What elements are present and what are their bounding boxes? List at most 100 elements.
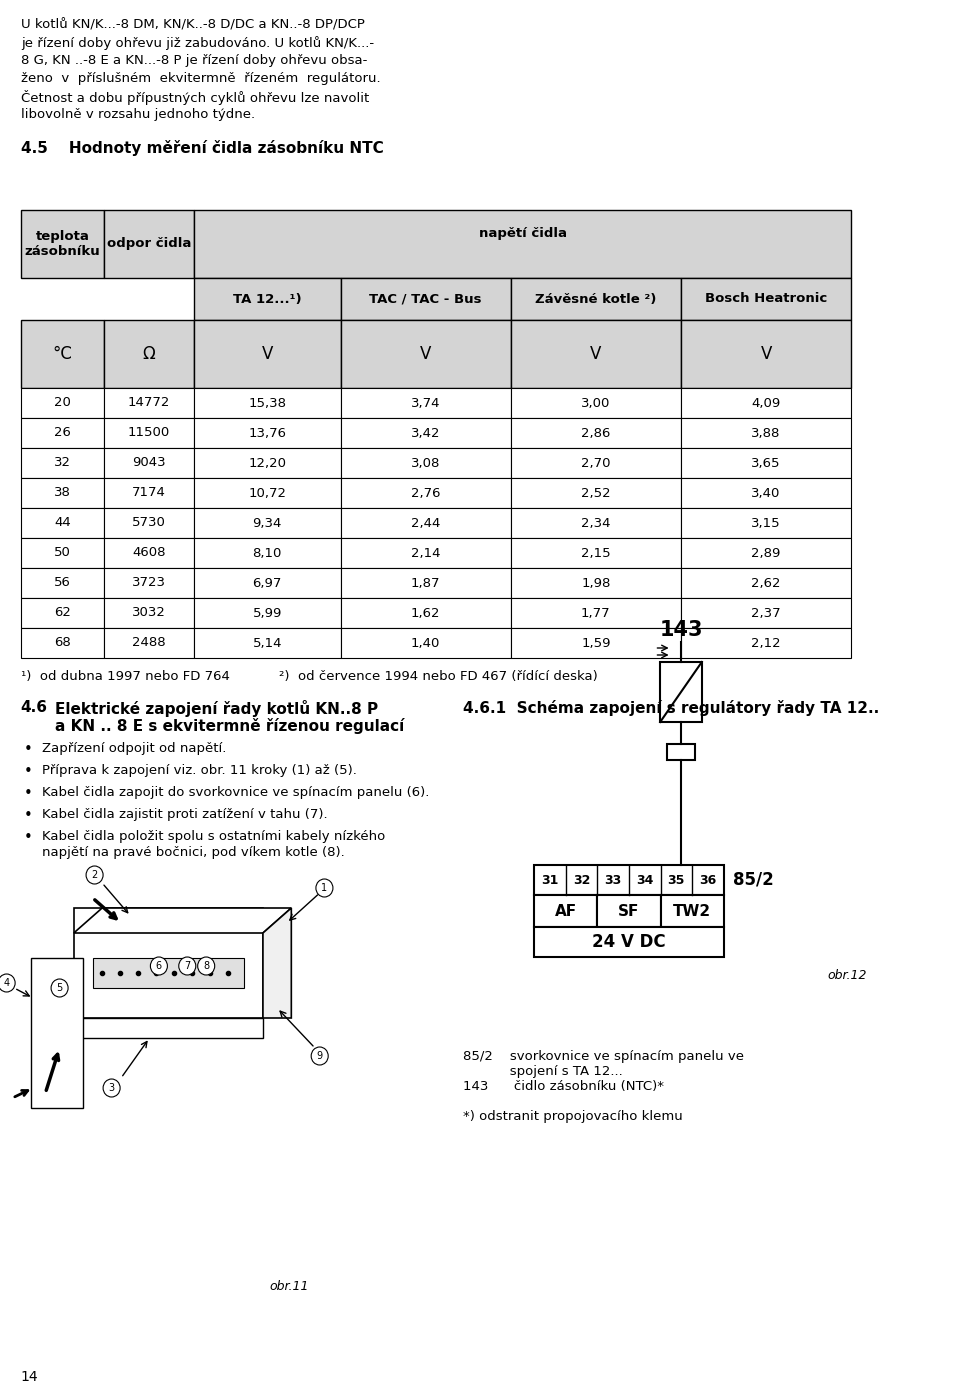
Bar	[93, 958, 244, 988]
Bar	[194, 279, 341, 320]
Text: 3,74: 3,74	[411, 397, 441, 410]
Text: 26: 26	[54, 426, 71, 440]
Text: 3,15: 3,15	[752, 517, 780, 529]
Text: 1,62: 1,62	[411, 606, 441, 620]
Circle shape	[51, 979, 68, 997]
Text: 2,14: 2,14	[411, 546, 441, 560]
Bar	[341, 279, 511, 320]
Text: 9043: 9043	[132, 457, 166, 469]
Bar	[21, 628, 104, 657]
Bar	[104, 389, 194, 418]
Polygon shape	[263, 908, 291, 1018]
Text: 1,59: 1,59	[581, 637, 611, 649]
Bar	[597, 894, 660, 926]
Text: Kabel čidla zapojit do svorkovnice ve spínacím panelu (6).: Kabel čidla zapojit do svorkovnice ve sp…	[41, 786, 429, 800]
Circle shape	[179, 957, 196, 975]
Circle shape	[0, 974, 15, 992]
Text: 4.6: 4.6	[21, 701, 48, 715]
Text: TA 12...¹): TA 12...¹)	[233, 293, 301, 305]
Text: Příprava k zapojení viz. obr. 11 kroky (1) až (5).: Příprava k zapojení viz. obr. 11 kroky (…	[41, 763, 356, 777]
Bar	[341, 538, 511, 568]
Text: obr.12: obr.12	[828, 970, 867, 982]
Bar	[194, 628, 341, 657]
Text: 2,62: 2,62	[752, 577, 780, 589]
Bar	[21, 538, 104, 568]
Bar	[535, 926, 724, 957]
Bar	[45, 1018, 263, 1038]
Text: 85/2: 85/2	[733, 871, 774, 889]
Text: 9: 9	[317, 1050, 323, 1061]
Text: Závěsné kotle ²): Závěsné kotle ²)	[535, 293, 657, 305]
Text: spojení s TA 12...: spojení s TA 12...	[464, 1066, 623, 1078]
Bar	[681, 418, 852, 449]
Text: 4: 4	[4, 978, 10, 988]
Text: 5: 5	[57, 983, 62, 993]
Bar	[194, 418, 341, 449]
Text: Elektrické zapojení řady kotlů KN..8 P: Elektrické zapojení řady kotlů KN..8 P	[55, 701, 378, 717]
Text: ženo  v  příslušném  ekvitermně  řízeném  regulátoru.: ženo v příslušném ekvitermně řízeném reg…	[21, 72, 380, 85]
Bar	[341, 389, 511, 418]
Text: •: •	[24, 763, 33, 779]
Text: a KN .. 8 E s ekvitermně řízenou regulací: a KN .. 8 E s ekvitermně řízenou regulac…	[55, 717, 404, 734]
Text: 6: 6	[156, 961, 162, 971]
Text: 13,76: 13,76	[249, 426, 286, 440]
Text: 4.6.1  Schéma zapojení s regulátory řady TA 12..: 4.6.1 Schéma zapojení s regulátory řady …	[464, 701, 879, 716]
Text: 62: 62	[54, 606, 71, 620]
Text: 12,20: 12,20	[249, 457, 286, 469]
Bar	[511, 418, 681, 449]
Text: je řízení doby ohřevu již zabudováno. U kotlů KN/K...-: je řízení doby ohřevu již zabudováno. U …	[21, 36, 374, 50]
Bar	[681, 628, 852, 657]
Text: 3,40: 3,40	[752, 486, 780, 500]
Text: 7174: 7174	[132, 486, 166, 500]
Text: 2,89: 2,89	[752, 546, 780, 560]
Text: 85/2    svorkovnice ve spínacím panelu ve: 85/2 svorkovnice ve spínacím panelu ve	[464, 1050, 744, 1063]
Bar	[681, 538, 852, 568]
Text: ²)  od července 1994 nebo FD 467 (řídící deska): ²) od července 1994 nebo FD 467 (řídící …	[279, 670, 598, 683]
Text: V: V	[590, 345, 602, 364]
Bar	[341, 568, 511, 598]
Bar	[21, 210, 104, 279]
Text: 8: 8	[204, 961, 209, 971]
Text: 14: 14	[21, 1369, 38, 1385]
Text: 24 V DC: 24 V DC	[592, 933, 666, 951]
Bar	[104, 418, 194, 449]
Text: 8,10: 8,10	[252, 546, 282, 560]
Text: ¹)  od dubna 1997 nebo FD 764: ¹) od dubna 1997 nebo FD 764	[21, 670, 229, 683]
Text: 15,38: 15,38	[249, 397, 286, 410]
Polygon shape	[74, 908, 291, 933]
Bar	[681, 598, 852, 628]
Bar	[32, 958, 84, 1107]
Bar	[74, 908, 263, 1018]
Bar	[104, 449, 194, 478]
Text: 5,14: 5,14	[252, 637, 282, 649]
Text: 10,72: 10,72	[249, 486, 286, 500]
Text: 1: 1	[322, 883, 327, 893]
Text: TW2: TW2	[673, 904, 711, 918]
Text: 50: 50	[54, 546, 71, 560]
Bar	[194, 320, 341, 389]
Text: 32: 32	[573, 873, 590, 886]
Bar	[21, 478, 104, 508]
Bar	[194, 508, 341, 538]
Bar	[511, 628, 681, 657]
Circle shape	[316, 879, 333, 897]
Text: 11500: 11500	[128, 426, 170, 440]
Text: AF: AF	[555, 904, 577, 918]
Bar	[681, 449, 852, 478]
Text: U kotlů KN/K...-8 DM, KN/K..-8 D/DC a KN..-8 DP/DCP: U kotlů KN/K...-8 DM, KN/K..-8 D/DC a KN…	[21, 18, 365, 31]
Text: 1,77: 1,77	[581, 606, 611, 620]
Bar	[511, 279, 681, 320]
Text: 7: 7	[184, 961, 190, 971]
Text: 4,09: 4,09	[752, 397, 780, 410]
Text: 3,42: 3,42	[411, 426, 441, 440]
Bar	[667, 744, 695, 761]
Text: 8 G, KN ..-8 E a KN...-8 P je řízení doby ohřevu obsa-: 8 G, KN ..-8 E a KN...-8 P je řízení dob…	[21, 54, 367, 67]
Bar	[341, 628, 511, 657]
Circle shape	[311, 1048, 328, 1066]
Circle shape	[86, 866, 103, 885]
Bar	[681, 389, 852, 418]
Bar	[660, 662, 702, 722]
Bar	[681, 568, 852, 598]
Bar	[21, 598, 104, 628]
Bar	[535, 894, 597, 926]
